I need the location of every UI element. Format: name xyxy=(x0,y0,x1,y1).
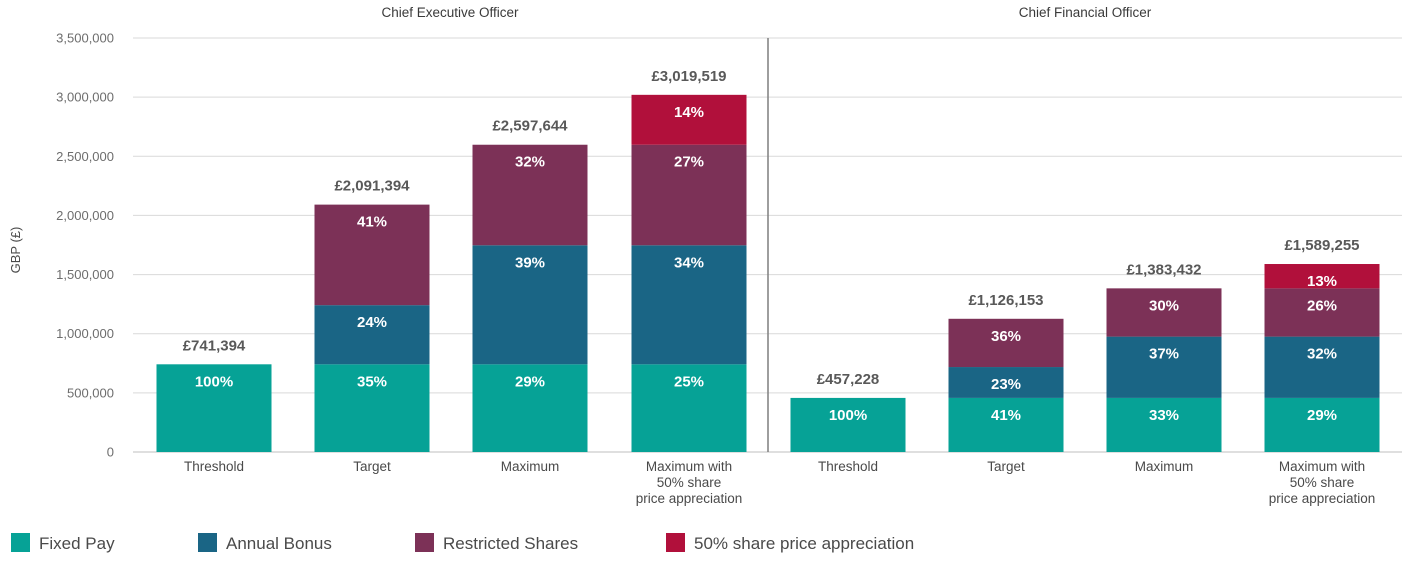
segment-percent-label: 35% xyxy=(357,373,387,390)
bar-segment xyxy=(314,204,430,306)
segment-percent-label: 26% xyxy=(1307,297,1337,314)
segment-percent-label: 25% xyxy=(674,373,704,390)
segment-percent-label: 32% xyxy=(515,154,545,171)
legend-swatch xyxy=(666,533,685,552)
bar-segment xyxy=(1264,397,1380,452)
x-tick-label: Maximum with xyxy=(646,459,732,474)
bar-segment xyxy=(1264,264,1380,289)
bar-total-label: £1,589,255 xyxy=(1284,237,1359,254)
segment-percent-label: 100% xyxy=(195,373,233,390)
x-tick-label: Maximum xyxy=(1135,459,1194,474)
bar-segment xyxy=(631,94,747,145)
x-tick-label: Threshold xyxy=(184,459,244,474)
segment-percent-label: 37% xyxy=(1149,346,1179,363)
bar-segment xyxy=(472,245,588,365)
bar-segment xyxy=(1106,336,1222,398)
segment-percent-label: 27% xyxy=(674,154,704,171)
y-tick-label: 0 xyxy=(107,445,114,460)
x-tick-label: 50% share xyxy=(657,475,722,490)
segment-percent-label: 14% xyxy=(674,104,704,121)
legend: Fixed Pay Annual Bonus Restricted Shares 50… xyxy=(11,533,914,553)
bar-total-label: £741,394 xyxy=(183,337,246,354)
bar-segment xyxy=(790,397,906,452)
y-tick-label: 1,000,000 xyxy=(56,326,114,341)
y-tick-label: 2,000,000 xyxy=(56,208,114,223)
bar-segment xyxy=(631,245,747,365)
y-tick-label: 500,000 xyxy=(67,385,114,400)
bar-segment xyxy=(948,318,1064,368)
legend-label: Annual Bonus xyxy=(226,534,332,553)
bar-total-label: £1,126,153 xyxy=(968,292,1043,309)
legend-label: Fixed Pay xyxy=(39,534,115,553)
bar-total-label: £1,383,432 xyxy=(1126,261,1201,278)
labels: Chief Executive Officer 100% £741,394 Thres… xyxy=(183,5,1376,506)
bar-total-label: £457,228 xyxy=(817,371,880,388)
bar-segment xyxy=(1264,336,1380,398)
y-tick-label: 3,000,000 xyxy=(56,90,114,105)
bar-segment xyxy=(472,364,588,452)
segment-percent-label: 41% xyxy=(991,407,1021,424)
segment-percent-label: 32% xyxy=(1307,346,1337,363)
segment-percent-label: 33% xyxy=(1149,407,1179,424)
legend-swatch xyxy=(415,533,434,552)
segment-percent-label: 23% xyxy=(991,376,1021,393)
bar-segment xyxy=(156,364,272,452)
bar-segment xyxy=(314,305,430,365)
segment-percent-label: 29% xyxy=(1307,407,1337,424)
bar-segment xyxy=(631,364,747,452)
bars xyxy=(156,94,1380,452)
segment-percent-label: 39% xyxy=(515,254,545,271)
bar-segment xyxy=(1106,397,1222,452)
x-tick-label: price appreciation xyxy=(1269,491,1376,506)
panel-title: Chief Executive Officer xyxy=(381,5,519,20)
segment-percent-label: 24% xyxy=(357,314,387,331)
segment-percent-label: 29% xyxy=(515,373,545,390)
legend-swatch xyxy=(198,533,217,552)
legend-swatch xyxy=(11,533,30,552)
bar-total-label: £3,019,519 xyxy=(651,68,726,85)
segment-percent-label: 30% xyxy=(1149,297,1179,314)
bar-segment xyxy=(948,367,1064,398)
x-tick-label: Maximum with xyxy=(1279,459,1365,474)
y-tick-label: 3,500,000 xyxy=(56,31,114,46)
x-tick-label: Threshold xyxy=(818,459,878,474)
y-axis-label: GBP (£) xyxy=(8,227,23,274)
bar-total-label: £2,091,394 xyxy=(334,178,410,195)
bar-segment xyxy=(948,397,1064,452)
bar-segment xyxy=(1264,288,1380,337)
legend-label: Restricted Shares xyxy=(443,534,578,553)
segment-percent-label: 41% xyxy=(357,214,387,231)
legend-label: 50% share price appreciation xyxy=(694,534,914,553)
bar-segment xyxy=(314,364,430,452)
segment-percent-label: 100% xyxy=(829,407,867,424)
x-tick-label: Maximum xyxy=(501,459,560,474)
segment-percent-label: 34% xyxy=(674,254,704,271)
x-tick-label: price appreciation xyxy=(636,491,743,506)
bar-segment xyxy=(472,144,588,246)
bar-segment xyxy=(1106,288,1222,337)
y-axis: GBP (£) 0 500,000 1,000,000 1,500,000 2,000,… xyxy=(8,31,114,460)
segment-percent-label: 36% xyxy=(991,328,1021,345)
segment-percent-label: 13% xyxy=(1307,273,1337,290)
y-tick-label: 2,500,000 xyxy=(56,149,114,164)
x-tick-label: Target xyxy=(987,459,1025,474)
bar-total-label: £2,597,644 xyxy=(492,118,568,135)
y-tick-label: 1,500,000 xyxy=(56,267,114,282)
x-tick-label: 50% share xyxy=(1290,475,1355,490)
panel-title: Chief Financial Officer xyxy=(1019,5,1152,20)
bar-segment xyxy=(631,144,747,246)
x-tick-label: Target xyxy=(353,459,391,474)
